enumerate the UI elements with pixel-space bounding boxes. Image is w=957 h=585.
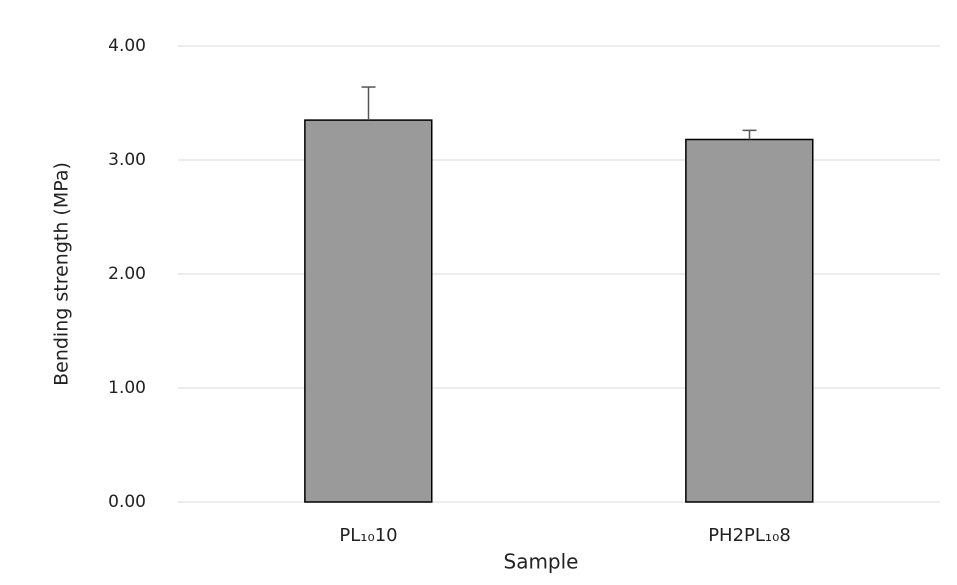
y-axis-title: Bending strength (MPa) (51, 162, 73, 386)
x-axis-title: Sample (504, 550, 579, 574)
error-bar (743, 130, 757, 139)
x-tick-label: PL₁₀10 (339, 525, 397, 546)
y-tick-label: 0.00 (108, 492, 146, 512)
y-tick-label: 4.00 (108, 36, 146, 56)
bar (686, 139, 813, 502)
error-bar (362, 87, 376, 120)
y-tick-label: 2.00 (108, 264, 146, 284)
chart: Bending strength (MPa) Sample 0.00 1.00 2.… (0, 0, 957, 585)
y-tick-label: 3.00 (108, 150, 146, 170)
bar (305, 120, 432, 502)
x-tick-label: PH2PL₁₀8 (708, 525, 791, 546)
y-tick-label: 1.00 (108, 378, 146, 398)
